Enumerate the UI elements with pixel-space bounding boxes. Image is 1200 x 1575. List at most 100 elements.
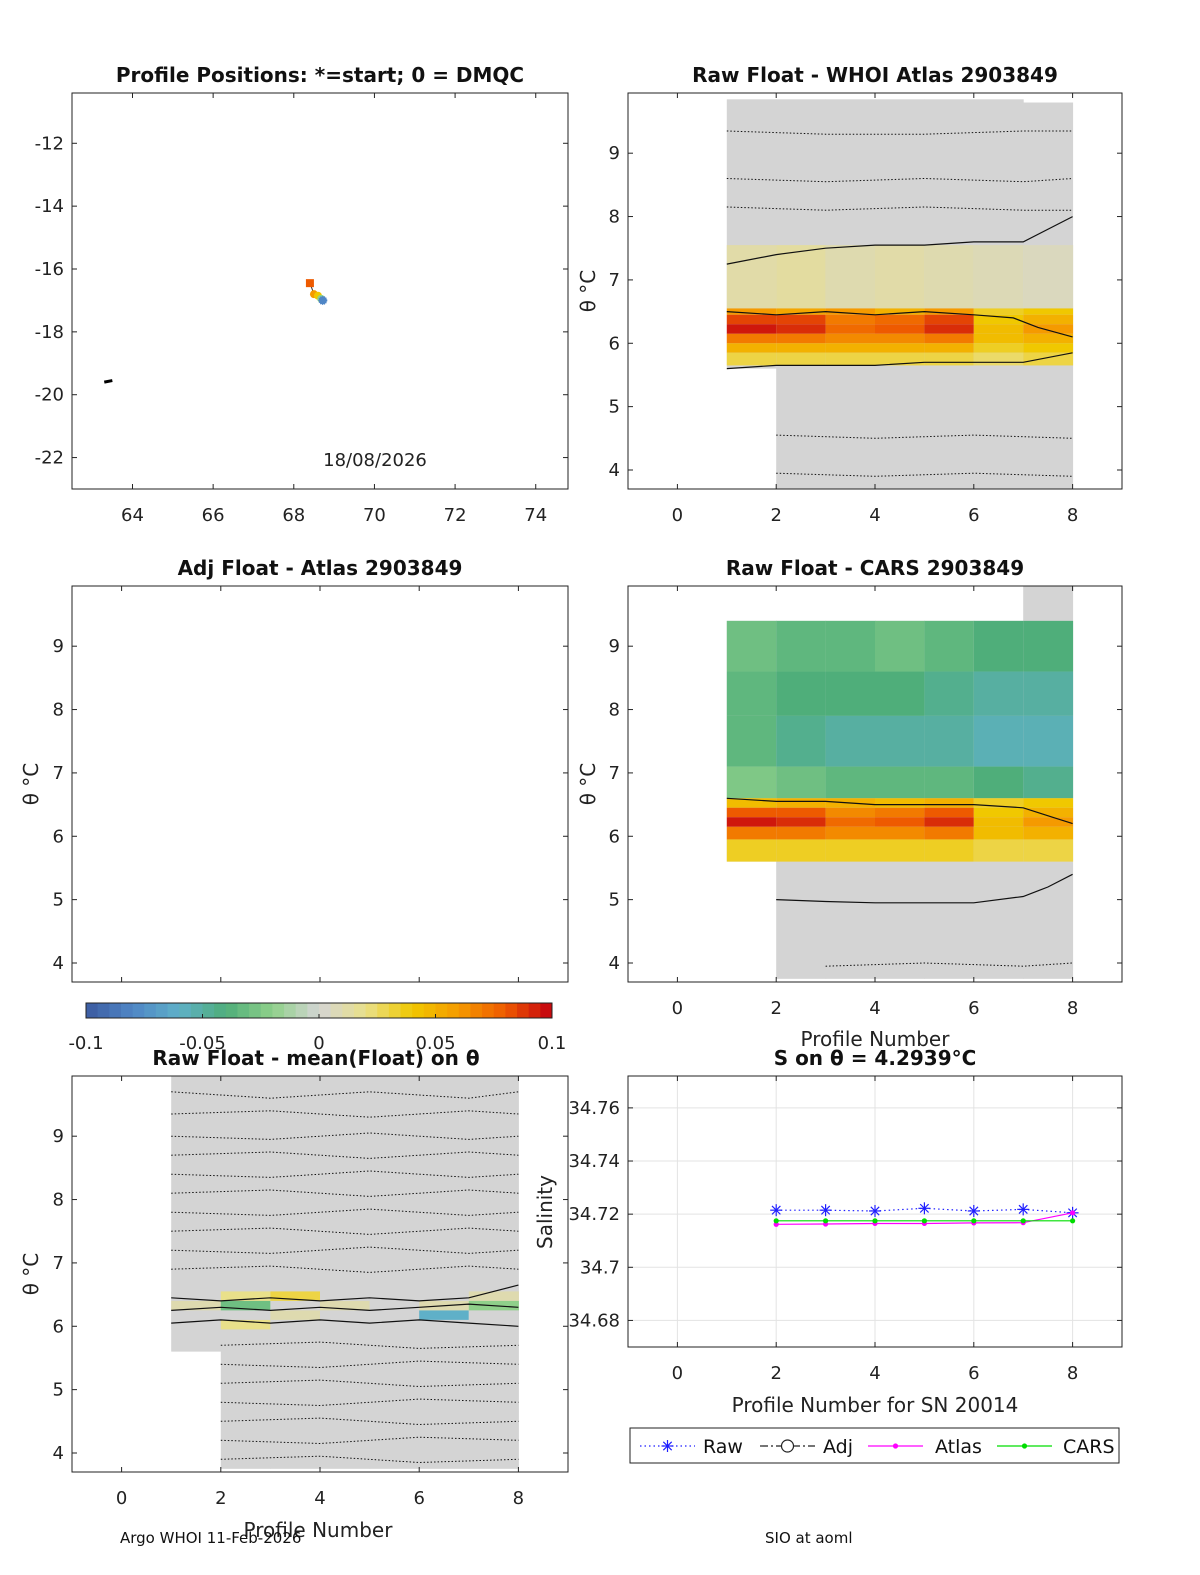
cell-raw-cars-3-0 <box>875 620 925 672</box>
cell-raw-mean-2-1 <box>270 1300 321 1311</box>
plot-area-raw-whoi: 0 2 4 6 8 4 5 6 7 8 9 <box>609 93 1122 526</box>
colorbar-tick-label-1: -0.05 <box>179 1033 226 1054</box>
cell-raw-cars-3-3 <box>875 766 925 799</box>
xtick-label-raw-cars-2: 4 <box>869 998 880 1019</box>
cell-raw-mean-1-0 <box>220 1291 271 1301</box>
ytick-label-raw-whoi-3: 7 <box>609 270 620 291</box>
cell-raw-whoi-4-2 <box>924 314 975 325</box>
cell-raw-cars-6-8 <box>1023 839 1074 862</box>
colorbar-cell-39 <box>540 1003 553 1018</box>
xtick-label-raw-whoi-1: 2 <box>770 505 781 526</box>
series-point-raw-5 <box>1017 1203 1030 1216</box>
cell-raw-cars-5-7 <box>973 826 1024 840</box>
series-point-cars-5 <box>1020 1218 1026 1224</box>
cell-raw-whoi-3-4 <box>875 333 925 344</box>
cell-raw-mean-4-0 <box>369 1291 420 1301</box>
contour-raw-whoi-3 <box>726 130 1073 135</box>
ytick-label-adj-atlas-1: 5 <box>53 890 64 911</box>
legend-label-adj: Adj <box>823 1436 853 1458</box>
ylabel-s-on-theta: Salinity <box>533 1175 557 1249</box>
colorbar-cell-0 <box>86 1003 99 1018</box>
colorbar-cell-9 <box>190 1003 203 1018</box>
cell-raw-whoi-0-3 <box>726 324 777 334</box>
colorbar-cell-15 <box>260 1003 273 1018</box>
xlabel-raw-cars: Profile Number <box>801 1027 951 1051</box>
colorbar-cell-34 <box>482 1003 495 1018</box>
colorbar-cell-36 <box>505 1003 518 1018</box>
cell-raw-whoi-4-5 <box>924 343 975 353</box>
contour-raw-mean-14 <box>220 1360 519 1369</box>
cell-raw-cars-4-0 <box>924 620 975 672</box>
contour-raw-cars-0 <box>726 797 1073 825</box>
cell-raw-whoi-6-5 <box>1023 343 1074 353</box>
series-point-cars-2 <box>872 1218 878 1224</box>
contour-raw-mean-0 <box>171 1284 519 1302</box>
colorbar-tick-label-0: -0.1 <box>68 1033 103 1054</box>
xtick-label-s-on-theta-0: 0 <box>672 1363 683 1384</box>
cell-raw-cars-0-2 <box>726 715 777 767</box>
cell-raw-cars-5-5 <box>973 807 1024 818</box>
legend-label-raw: Raw <box>703 1436 743 1458</box>
cell-raw-mean-2-2 <box>270 1310 321 1320</box>
xtick-label-positions-3: 70 <box>363 505 386 526</box>
cell-raw-mean-3-3 <box>320 1319 371 1330</box>
cell-raw-whoi-5-5 <box>973 343 1024 353</box>
legend-item-raw: Raw <box>640 1436 743 1458</box>
ytick-label-adj-atlas-0: 4 <box>53 953 64 974</box>
ytick-label-raw-whoi-1: 5 <box>609 397 620 418</box>
title-raw-cars: Raw Float - CARS 2903849 <box>726 556 1024 580</box>
panel-raw-mean: Raw Float - mean(Float) on θ 0 2 4 6 8 4 5 6 7 8 9… <box>19 1046 569 1542</box>
cell-raw-cars-4-4 <box>924 798 975 808</box>
cell-raw-whoi-3-3 <box>875 324 925 334</box>
cell-raw-whoi-0-1 <box>726 308 777 315</box>
xtick-label-s-on-theta-4: 8 <box>1067 1363 1078 1384</box>
cell-raw-mean-4-2 <box>369 1310 420 1320</box>
cell-raw-whoi-2-3 <box>825 324 876 334</box>
cell-raw-cars-4-2 <box>924 715 975 767</box>
cell-raw-cars-0-0 <box>726 620 777 672</box>
heatmap-layer-raw-mean <box>171 1076 519 1469</box>
title-positions: Profile Positions: *=start; 0 = DMQC <box>116 63 524 87</box>
cell-raw-cars-6-2 <box>1023 715 1074 767</box>
ytick-label-raw-cars-1: 5 <box>609 890 620 911</box>
cell-raw-mean-1-3 <box>220 1319 271 1330</box>
cell-raw-cars-6-0 <box>1023 620 1074 672</box>
ytick-label-raw-whoi-2: 6 <box>609 333 620 354</box>
ytick-label-raw-mean-2: 6 <box>53 1316 64 1337</box>
panel-raw-whoi: Raw Float - WHOI Atlas 2903849 0 2 4 6 8 4 5 6 7… <box>576 63 1123 526</box>
legend-item-cars: CARS <box>997 1436 1115 1458</box>
cell-raw-mean-1-2 <box>220 1310 271 1320</box>
xlabel-raw-mean: Profile Number <box>244 1518 394 1542</box>
series-point-cars-4 <box>971 1218 977 1224</box>
axes-box-adj-atlas <box>71 585 569 983</box>
ytick-label-raw-cars-2: 6 <box>609 826 620 847</box>
ytick-label-raw-cars-0: 4 <box>609 953 620 974</box>
legend-marker-cars <box>1021 1443 1028 1449</box>
cell-raw-cars-3-2 <box>875 715 925 767</box>
series-point-cars-3 <box>921 1218 928 1224</box>
xtick-label-positions-1: 66 <box>202 505 225 526</box>
footer-right: SIO at aoml <box>765 1529 853 1547</box>
xtick-label-positions-0: 64 <box>121 505 144 526</box>
cell-raw-mean-5-0 <box>419 1291 470 1301</box>
xtick-label-raw-cars-1: 2 <box>770 998 781 1019</box>
series-point-raw-1 <box>819 1204 832 1217</box>
cell-raw-cars-1-4 <box>776 798 827 808</box>
cell-raw-whoi-4-3 <box>924 324 975 334</box>
contour-raw-whoi-1 <box>726 310 1073 338</box>
xtick-label-raw-whoi-4: 8 <box>1067 505 1078 526</box>
title-s-on-theta: S on θ = 4.2939°C <box>774 1046 977 1070</box>
colorbar-cell-10 <box>202 1003 215 1018</box>
cell-base-raw-mean-5 <box>419 1076 470 1469</box>
cell-raw-cars-4-8 <box>924 839 975 862</box>
title-raw-mean: Raw Float - mean(Float) on θ <box>152 1046 479 1070</box>
cell-raw-cars-2-5 <box>825 807 876 818</box>
colorbar-cell-28 <box>412 1003 425 1018</box>
cell-raw-cars-5-3 <box>973 766 1024 799</box>
cell-raw-cars-5-4 <box>973 798 1024 808</box>
cell-raw-cars-0-8 <box>726 839 777 862</box>
plot-area-s-on-theta: 0 2 4 6 8 34.68 34.7 34.72 34.74 34.76 <box>568 1076 1122 1384</box>
contour-raw-mean-17 <box>220 1417 519 1426</box>
colorbar-cell-2 <box>109 1003 122 1018</box>
cell-raw-cars-2-0 <box>825 620 876 672</box>
